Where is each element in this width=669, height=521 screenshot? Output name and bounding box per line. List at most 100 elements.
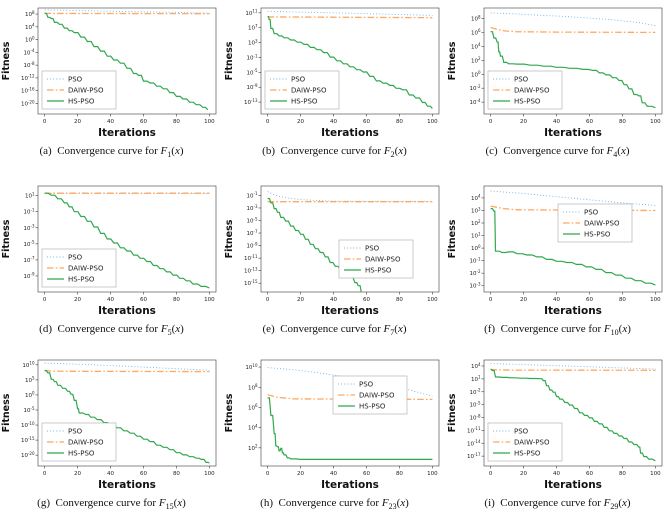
panel-e: 0 20 40 60 80 100 10-1 10-3 10-5 10-7 10-9 10-11 10-… — [223, 172, 446, 344]
x-tick-label: 100 — [650, 297, 661, 303]
series-group — [490, 12, 656, 109]
x-tick-label: 80 — [173, 119, 180, 125]
legend-label: PSO — [68, 428, 83, 436]
x-tick-label: 100 — [427, 297, 438, 303]
series-daiw-pso-line — [490, 369, 656, 371]
panel-h-chart: 0 20 40 60 80 100 1010 108 106 104 102 Iterations Fi… — [224, 359, 440, 491]
x-tick-label: 20 — [297, 119, 304, 125]
legend-label: PSO — [514, 428, 529, 436]
y-tick-label: 1010 — [22, 361, 35, 369]
y-tick-label: 10-2 — [470, 84, 481, 92]
legend-label: HS-PSO — [584, 231, 611, 239]
x-tick-label: 60 — [140, 471, 147, 477]
plot-border — [260, 185, 440, 293]
y-tick-label: 100 — [471, 70, 481, 78]
x-axis-label: Iterations — [544, 479, 602, 491]
x-tick-label: 20 — [297, 471, 304, 477]
y-tick-label: 10-2 — [470, 269, 481, 277]
legend: PSO DAIW-PSO HS-PSO — [487, 422, 563, 462]
series-group — [44, 9, 210, 111]
y-axis-label: Fitness — [447, 219, 458, 258]
y-tick-label: 10-3 — [470, 282, 481, 290]
x-tick-label: 100 — [427, 119, 438, 125]
y-tick-label: 108 — [471, 14, 481, 22]
x-tick-label: 20 — [74, 471, 81, 477]
y-tick-label: 10-9 — [247, 241, 258, 249]
series-pso-line — [267, 10, 433, 16]
series-hs-pso-line — [490, 208, 656, 286]
y-tick-label: 10-4 — [470, 98, 481, 106]
series-hs-pso-line — [267, 16, 433, 109]
legend-label: PSO — [365, 245, 380, 253]
x-tick-label: 0 — [43, 119, 47, 125]
y-tick-label: 102 — [248, 444, 258, 452]
plot-border — [37, 185, 217, 293]
series-daiw-pso-line — [267, 394, 433, 401]
y-tick-label: 10-20 — [21, 451, 35, 459]
y-tick-label: 10-5 — [247, 68, 258, 76]
y-tick-label: 10-17 — [467, 452, 481, 460]
x-tick-label: 0 — [266, 297, 270, 303]
y-tick-label: 10-7 — [24, 256, 35, 264]
panel-g-chart: 0 20 40 60 80 100 1010 105 100 10-5 10-10 10-15 10-2… — [1, 359, 217, 491]
panel-b-caption: (b) Convergence curve for F2(x) — [262, 145, 407, 160]
legend-label: PSO — [584, 209, 599, 217]
series-pso-line — [490, 12, 656, 27]
legend-label: DAIW-PSO — [514, 87, 550, 95]
y-tick-label: 103 — [248, 38, 258, 46]
series-daiw-pso-line — [44, 370, 210, 373]
legend: PSO DAIW-PSO HS-PSO — [487, 70, 563, 110]
y-tick-label: 1011 — [245, 9, 258, 17]
y-axis-label: Fitness — [1, 41, 12, 80]
x-tick-label: 80 — [619, 119, 626, 125]
x-tick-label: 60 — [363, 471, 370, 477]
panel-f-caption: (f) Convergence curve for F10(x) — [484, 323, 631, 338]
legend-label: DAIW-PSO — [68, 439, 104, 447]
y-tick-label: 10-2 — [470, 388, 481, 396]
y-tick-label: 10-5 — [24, 240, 35, 248]
y-tick-label: 106 — [248, 403, 258, 411]
x-tick-label: 40 — [553, 297, 560, 303]
panel-d: 0 20 40 60 80 100 101 10-1 10-3 10-5 10-7 10-9 Itera… — [0, 172, 223, 344]
x-axis-label: Iterations — [98, 305, 156, 317]
y-tick-label: 108 — [248, 383, 258, 391]
x-tick-label: 60 — [586, 471, 593, 477]
x-tick-label: 80 — [173, 471, 180, 477]
y-tick-label: 101 — [25, 191, 35, 199]
x-tick-label: 40 — [107, 297, 114, 303]
x-tick-label: 0 — [43, 297, 47, 303]
y-tick-label: 100 — [25, 391, 35, 399]
y-tick-label: 10-1 — [24, 207, 35, 215]
y-tick-label: 10-13 — [244, 266, 258, 274]
x-tick-label: 20 — [74, 297, 81, 303]
y-tick-label: 10-9 — [24, 272, 35, 280]
x-tick-label: 100 — [204, 119, 215, 125]
legend-label: DAIW-PSO — [365, 256, 401, 264]
plot-border — [483, 7, 663, 115]
y-tick-label: 100 — [25, 35, 35, 43]
y-tick-label: 104 — [25, 23, 35, 31]
x-tick-label: 100 — [650, 471, 661, 477]
series-pso-line — [490, 190, 656, 206]
x-tick-label: 40 — [330, 297, 337, 303]
panel-h: 0 20 40 60 80 100 1010 108 106 104 102 Iterations Fi… — [223, 344, 446, 521]
legend-label: PSO — [68, 254, 83, 262]
legend-label: DAIW-PSO — [291, 87, 327, 95]
legend-label: PSO — [291, 76, 306, 84]
panel-g-caption: (g) Convergence curve for F15(x) — [37, 497, 186, 512]
y-tick-label: 1010 — [245, 363, 258, 371]
y-tick-label: 108 — [25, 10, 35, 18]
y-tick-label: 106 — [471, 28, 481, 36]
y-tick-label: 100 — [471, 244, 481, 252]
legend: PSO DAIW-PSO HS-PSO — [338, 239, 414, 279]
x-tick-label: 0 — [43, 471, 47, 477]
x-tick-label: 60 — [586, 297, 593, 303]
y-tick-label: 10-11 — [467, 426, 481, 434]
series-daiw-pso-line — [490, 26, 656, 34]
legend-label: PSO — [359, 381, 374, 389]
legend: PSO DAIW-PSO HS-PSO — [41, 422, 117, 462]
x-axis-label: Iterations — [321, 305, 379, 317]
y-tick-label: 10-16 — [21, 86, 35, 94]
legend-label: HS-PSO — [68, 276, 95, 284]
